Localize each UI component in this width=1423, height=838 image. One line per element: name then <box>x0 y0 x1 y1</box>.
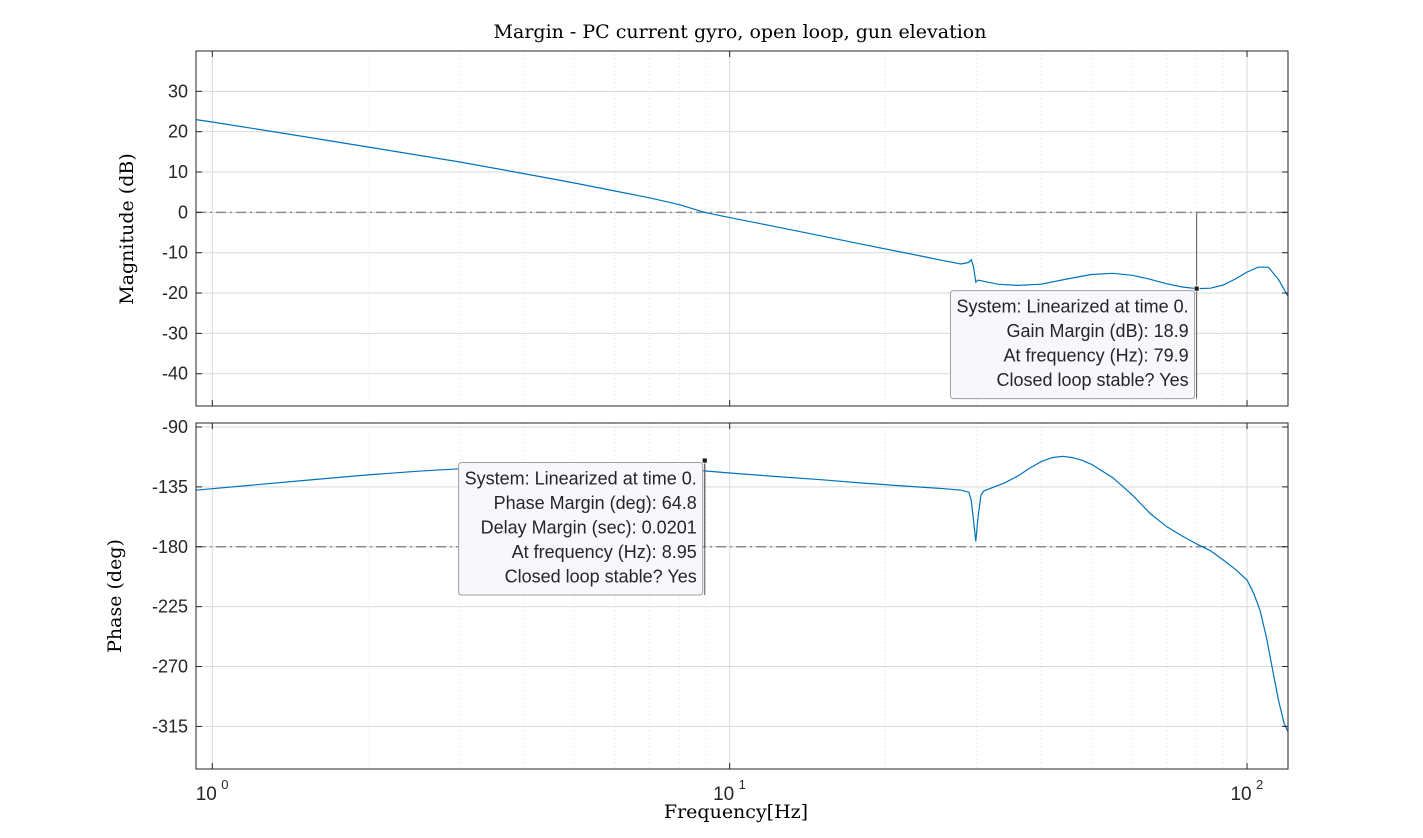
magnitude-response-line <box>195 119 1289 297</box>
y-tick-label: -20 <box>162 283 188 303</box>
y-tick-label: 20 <box>168 122 188 142</box>
datatip-line: System: Linearized at time 0. <box>465 469 697 489</box>
magnitude-axes-box <box>195 50 1289 407</box>
datatip-line: At frequency (Hz): 8.95 <box>512 542 697 562</box>
datatip-marker[interactable] <box>1193 285 1200 292</box>
phase-axis-label: Phase (deg) <box>104 539 126 653</box>
frequency-axis-label: Frequency[Hz] <box>664 801 808 823</box>
x-tick-label: 10 <box>196 784 217 805</box>
datatip-line: Gain Margin (dB): 18.9 <box>1007 321 1189 341</box>
x-tick-exponent: 0 <box>221 777 228 792</box>
phase-axes-box <box>195 422 1289 770</box>
magnitude-datatip[interactable]: System: Linearized at time 0. Gain Margin… <box>950 212 1200 400</box>
y-tick-label: -10 <box>162 243 188 263</box>
chart-title: Margin - PC current gyro, open loop, gun… <box>494 21 987 43</box>
phase-grid <box>196 423 1288 769</box>
y-tick-label: 30 <box>168 81 188 101</box>
datatip-box <box>458 462 704 596</box>
y-tick-label: -180 <box>152 537 188 557</box>
datatip-line: Delay Margin (sec): 0.0201 <box>481 518 697 538</box>
datatip-line: Phase Margin (deg): 64.8 <box>494 493 697 513</box>
datatip-marker[interactable] <box>701 457 708 464</box>
magnitude-axis-label: Magnitude (dB) <box>116 153 138 305</box>
phase-plot-area <box>196 423 1288 769</box>
y-tick-label: -135 <box>152 477 188 497</box>
y-tick-label: 0 <box>178 202 188 222</box>
y-tick-label: -30 <box>162 323 188 343</box>
phase-panel: -90 -135 -180 -225 -270 -315 System: Linearize… <box>152 417 1289 770</box>
y-tick-label: 10 <box>168 162 188 182</box>
datatip-box <box>950 290 1196 400</box>
datatip-line: At frequency (Hz): 79.9 <box>1004 346 1189 366</box>
x-tick-label: 10 <box>713 784 734 805</box>
x-tick-exponent: 2 <box>1256 777 1263 792</box>
phase-datatip[interactable]: System: Linearized at time 0. Phase Margi… <box>458 457 708 596</box>
y-tick-label: -40 <box>162 364 188 384</box>
x-tick-label: 10 <box>1230 784 1251 805</box>
y-tick-label: -225 <box>152 597 188 617</box>
y-tick-label: -90 <box>162 417 188 437</box>
datatip-line: System: Linearized at time 0. <box>957 297 1189 317</box>
y-tick-label: -270 <box>152 657 188 677</box>
x-tick-exponent: 1 <box>739 777 746 792</box>
y-tick-label: -315 <box>152 716 188 736</box>
x-tick-labels: 10 0 10 1 10 2 <box>196 777 1264 805</box>
datatip-line: Closed loop stable? Yes <box>996 370 1188 390</box>
magnitude-panel: 30 20 10 0 -10 -20 -30 -40 System: Linearized at… <box>162 50 1289 407</box>
datatip-line: Closed loop stable? Yes <box>505 567 697 587</box>
